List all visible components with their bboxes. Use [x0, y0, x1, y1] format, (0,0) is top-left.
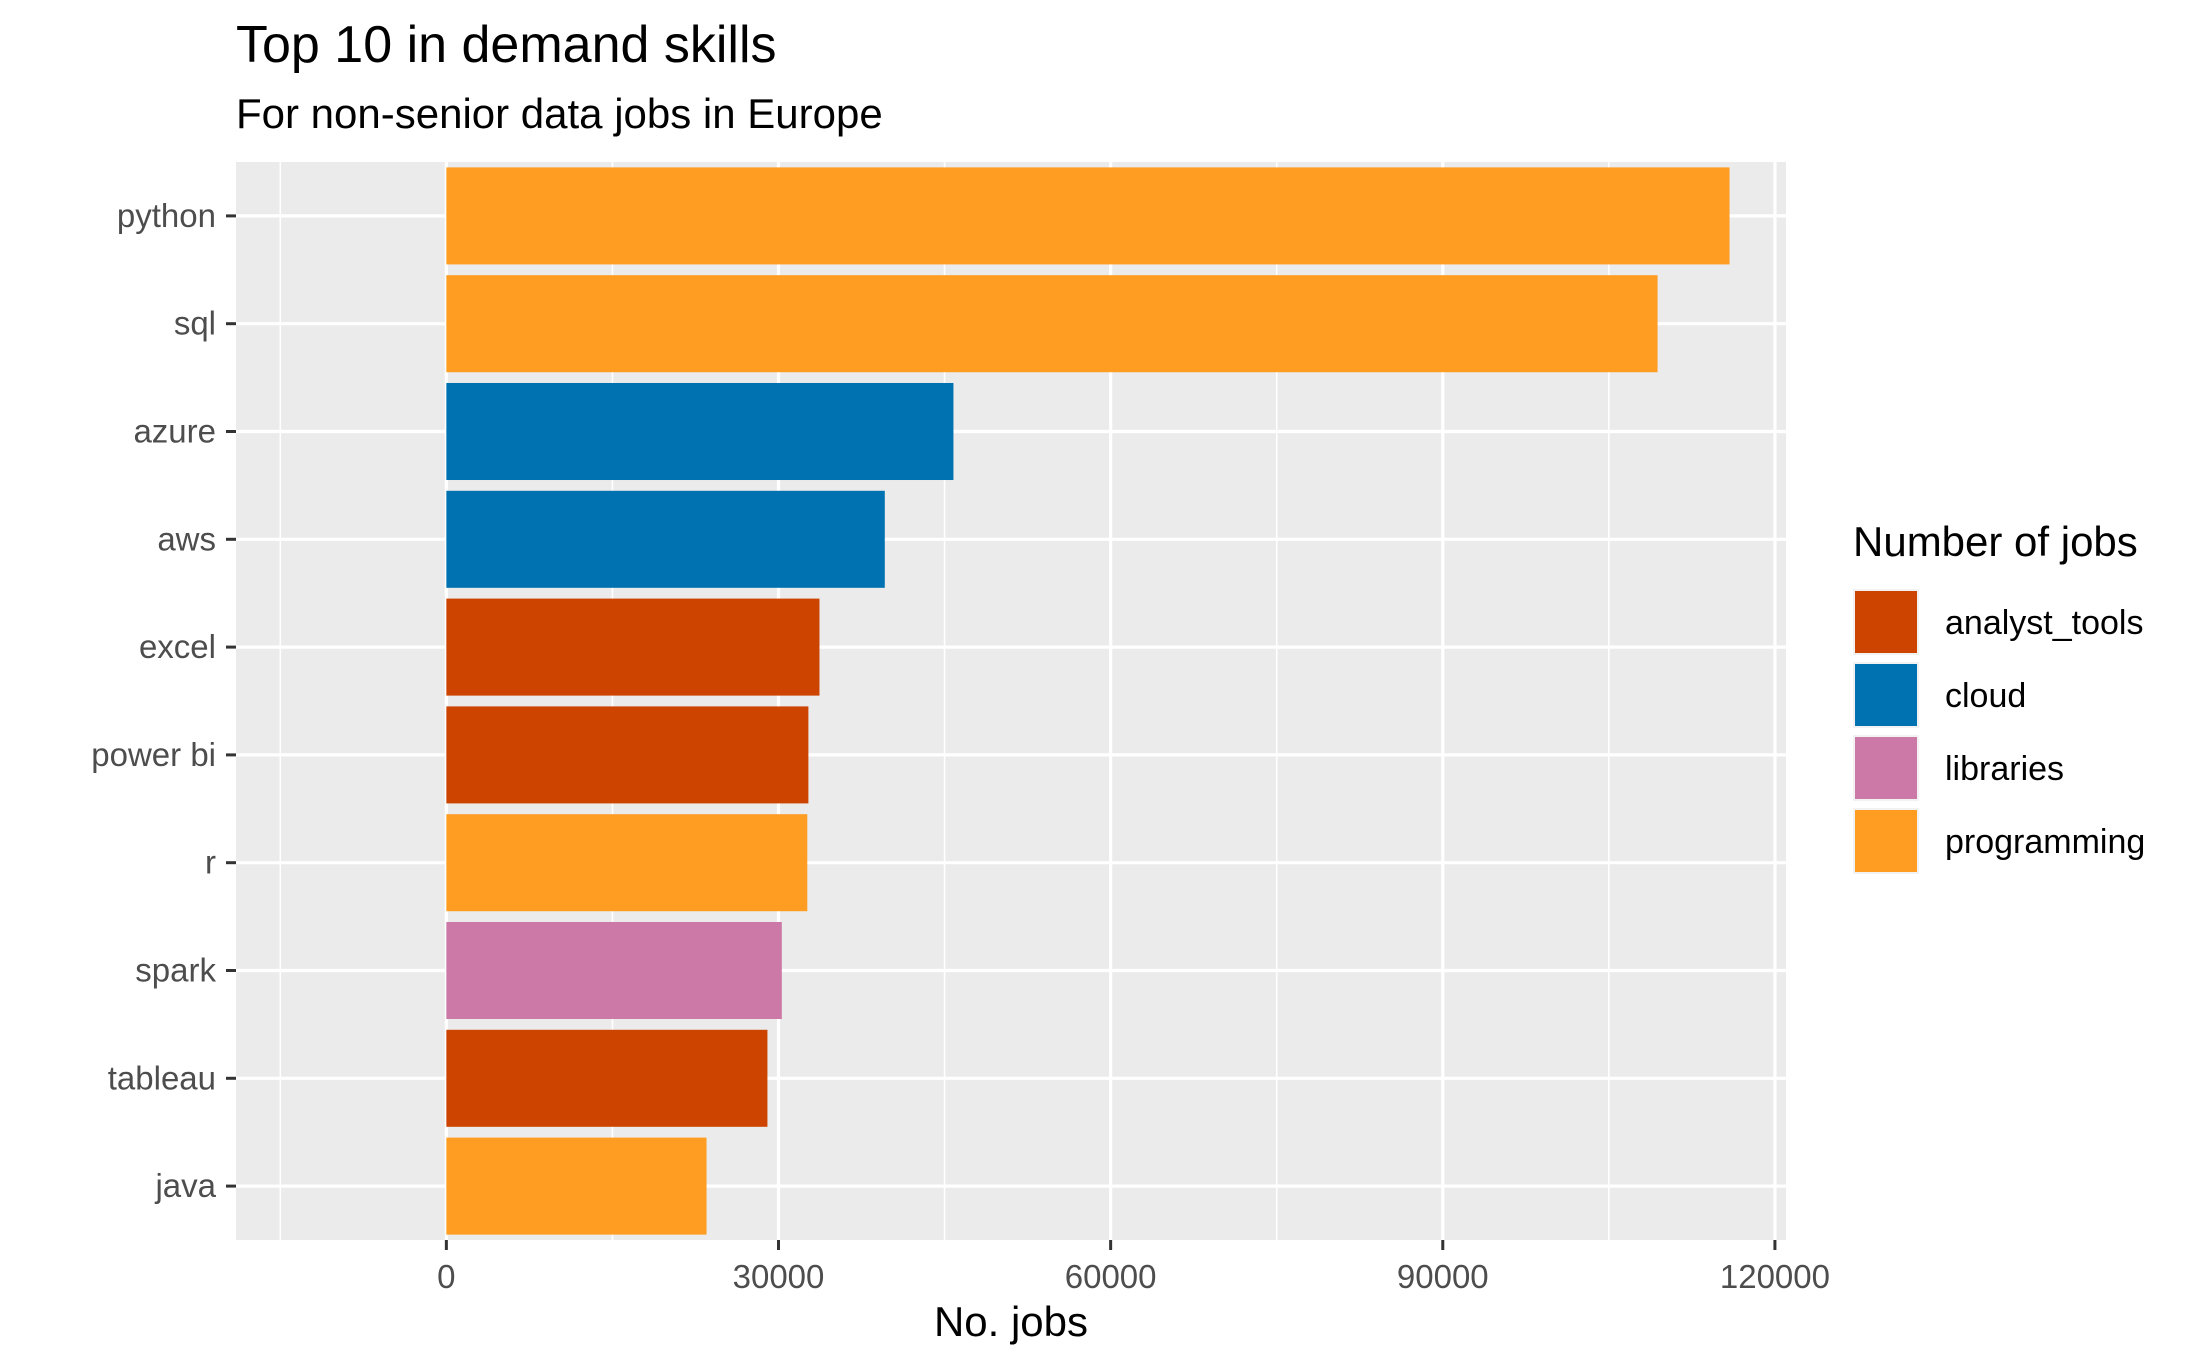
x-tick-label: 0: [437, 1258, 455, 1295]
bar-python: [446, 167, 1730, 265]
legend-label: libraries: [1945, 750, 2064, 788]
x-tick-label: 120000: [1720, 1258, 1830, 1295]
x-axis: 0 30000 60000 90000 120000: [437, 1240, 1830, 1295]
x-tick-label: 30000: [733, 1258, 825, 1295]
x-tick-label: 90000: [1397, 1258, 1489, 1295]
chart-subtitle: For non-senior data jobs in Europe: [236, 90, 883, 137]
y-axis: python sql azure aws excel power bi r spark tabl…: [91, 197, 236, 1204]
bar-java: [446, 1137, 707, 1235]
y-tick-label: python: [117, 197, 216, 234]
y-tick-label: sql: [174, 305, 216, 342]
bar-sql: [446, 275, 1658, 373]
legend-title: Number of jobs: [1853, 518, 2138, 565]
y-tick-label: azure: [133, 413, 216, 450]
legend-label: programming: [1945, 823, 2145, 861]
bar-aws: [446, 490, 885, 588]
legend-key-cloud: [1855, 664, 1917, 726]
bars: [446, 167, 1730, 1235]
y-tick-label: power bi: [91, 736, 216, 773]
bar-spark: [446, 921, 782, 1020]
x-tick-label: 60000: [1065, 1258, 1157, 1295]
y-tick-label: tableau: [108, 1059, 216, 1096]
legend-key-programming: [1855, 810, 1917, 872]
y-tick-label: spark: [135, 952, 216, 989]
legend-key-analyst_tools: [1855, 591, 1917, 653]
legend-label: cloud: [1945, 677, 2026, 715]
y-tick-label: aws: [157, 520, 216, 557]
bar-tableau: [446, 1029, 768, 1127]
x-axis-title: No. jobs: [934, 1298, 1088, 1345]
y-tick-label: excel: [139, 628, 216, 665]
bar-excel: [446, 598, 820, 696]
y-tick-label: java: [154, 1167, 216, 1204]
bar-power-bi: [446, 706, 809, 804]
bar-r: [446, 814, 808, 912]
y-tick-label: r: [205, 844, 216, 881]
legend-key-libraries: [1855, 737, 1917, 799]
legend-label: analyst_tools: [1945, 604, 2143, 642]
chart-title: Top 10 in demand skills: [236, 16, 777, 74]
bar-azure: [446, 382, 954, 481]
